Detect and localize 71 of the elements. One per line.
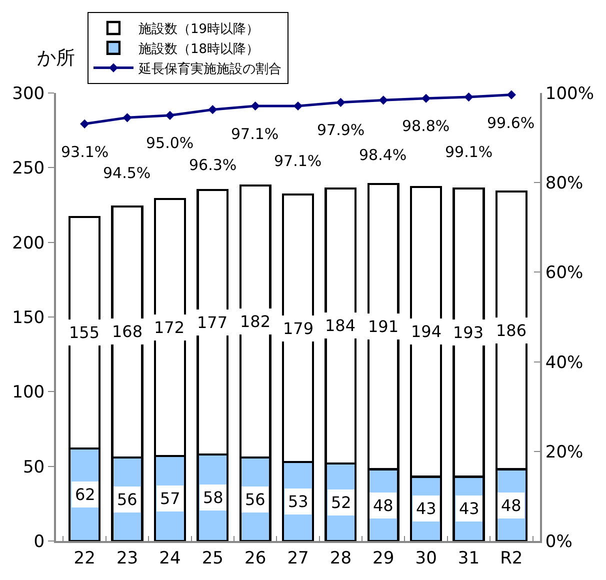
x-tick-label: 25 bbox=[202, 548, 224, 568]
data-label: 184 bbox=[325, 316, 356, 335]
y2-tick-label: 40% bbox=[545, 352, 584, 373]
data-label: 58 bbox=[203, 488, 224, 507]
data-label: 56 bbox=[245, 490, 266, 509]
x-tick-label: R2 bbox=[500, 548, 523, 568]
y-tick-label: 50 bbox=[22, 457, 45, 478]
data-label: 53 bbox=[288, 492, 308, 511]
data-label: 93.1% bbox=[61, 143, 109, 161]
y2-tick-label: 80% bbox=[545, 174, 584, 194]
point bbox=[208, 105, 218, 114]
data-label: 97.1% bbox=[274, 152, 322, 170]
point bbox=[250, 101, 260, 111]
data-label: 98.8% bbox=[402, 117, 450, 135]
data-label: 97.9% bbox=[317, 121, 365, 139]
data-label: 43 bbox=[459, 499, 480, 518]
data-label: 186 bbox=[496, 321, 527, 340]
data-label: 48 bbox=[501, 496, 522, 515]
data-label: 191 bbox=[368, 317, 399, 336]
point bbox=[378, 96, 388, 105]
legend-label: 施設数（19時以降） bbox=[138, 22, 260, 38]
legend-label: 施設数（18時以降） bbox=[138, 42, 260, 57]
data-label: 155 bbox=[69, 323, 100, 342]
data-label: 172 bbox=[154, 318, 185, 337]
x-tick-label: 29 bbox=[372, 548, 394, 568]
point bbox=[506, 90, 516, 100]
y2-tick-label: 100% bbox=[545, 84, 594, 104]
data-label: 99.1% bbox=[445, 143, 493, 161]
x-tick-label: 23 bbox=[116, 548, 138, 568]
data-label: 48 bbox=[373, 496, 394, 515]
point bbox=[165, 110, 174, 120]
y2-tick-label: 20% bbox=[545, 442, 584, 462]
point bbox=[80, 119, 90, 128]
x-tick-label: 26 bbox=[244, 548, 266, 568]
y-axis-title: か所 bbox=[37, 47, 75, 69]
data-label: 99.6% bbox=[487, 114, 535, 132]
x-tick-label: 30 bbox=[415, 548, 437, 568]
data-label: 94.5% bbox=[103, 164, 151, 182]
data-label: 62 bbox=[75, 485, 96, 504]
point bbox=[464, 92, 474, 102]
data-label: 43 bbox=[416, 499, 436, 518]
y2-tick-label: 60% bbox=[545, 263, 584, 284]
data-label: 179 bbox=[283, 319, 314, 338]
data-label: 177 bbox=[197, 313, 228, 332]
data-label: 182 bbox=[240, 312, 271, 331]
point bbox=[293, 101, 303, 111]
x-tick-label: 27 bbox=[287, 548, 309, 568]
point bbox=[336, 98, 346, 107]
data-label: 57 bbox=[160, 489, 180, 508]
data-label: 98.4% bbox=[359, 146, 407, 164]
x-tick-label: 24 bbox=[159, 548, 181, 568]
data-label: 52 bbox=[331, 493, 352, 512]
x-tick-label: 28 bbox=[330, 548, 352, 568]
point bbox=[122, 113, 132, 122]
y2-tick-label: 0% bbox=[545, 532, 572, 552]
y-tick-label: 200 bbox=[12, 233, 45, 254]
x-tick-label: 31 bbox=[458, 548, 480, 568]
data-label: 95.0% bbox=[146, 134, 194, 152]
data-label: 168 bbox=[112, 322, 143, 341]
data-label: 194 bbox=[411, 322, 442, 341]
data-label: 96.3% bbox=[189, 156, 237, 174]
x-tick-label: 22 bbox=[74, 548, 96, 568]
data-label: 193 bbox=[453, 323, 484, 342]
data-label: 56 bbox=[117, 490, 138, 509]
y-tick-label: 0 bbox=[34, 532, 45, 552]
data-label: 97.1% bbox=[231, 125, 279, 143]
y-tick-label: 300 bbox=[12, 84, 45, 104]
legend-label: 延長保育実施施設の割合 bbox=[137, 60, 282, 77]
y-tick-label: 150 bbox=[12, 308, 45, 328]
y-tick-label: 250 bbox=[12, 158, 45, 179]
y-tick-label: 100 bbox=[12, 382, 45, 403]
